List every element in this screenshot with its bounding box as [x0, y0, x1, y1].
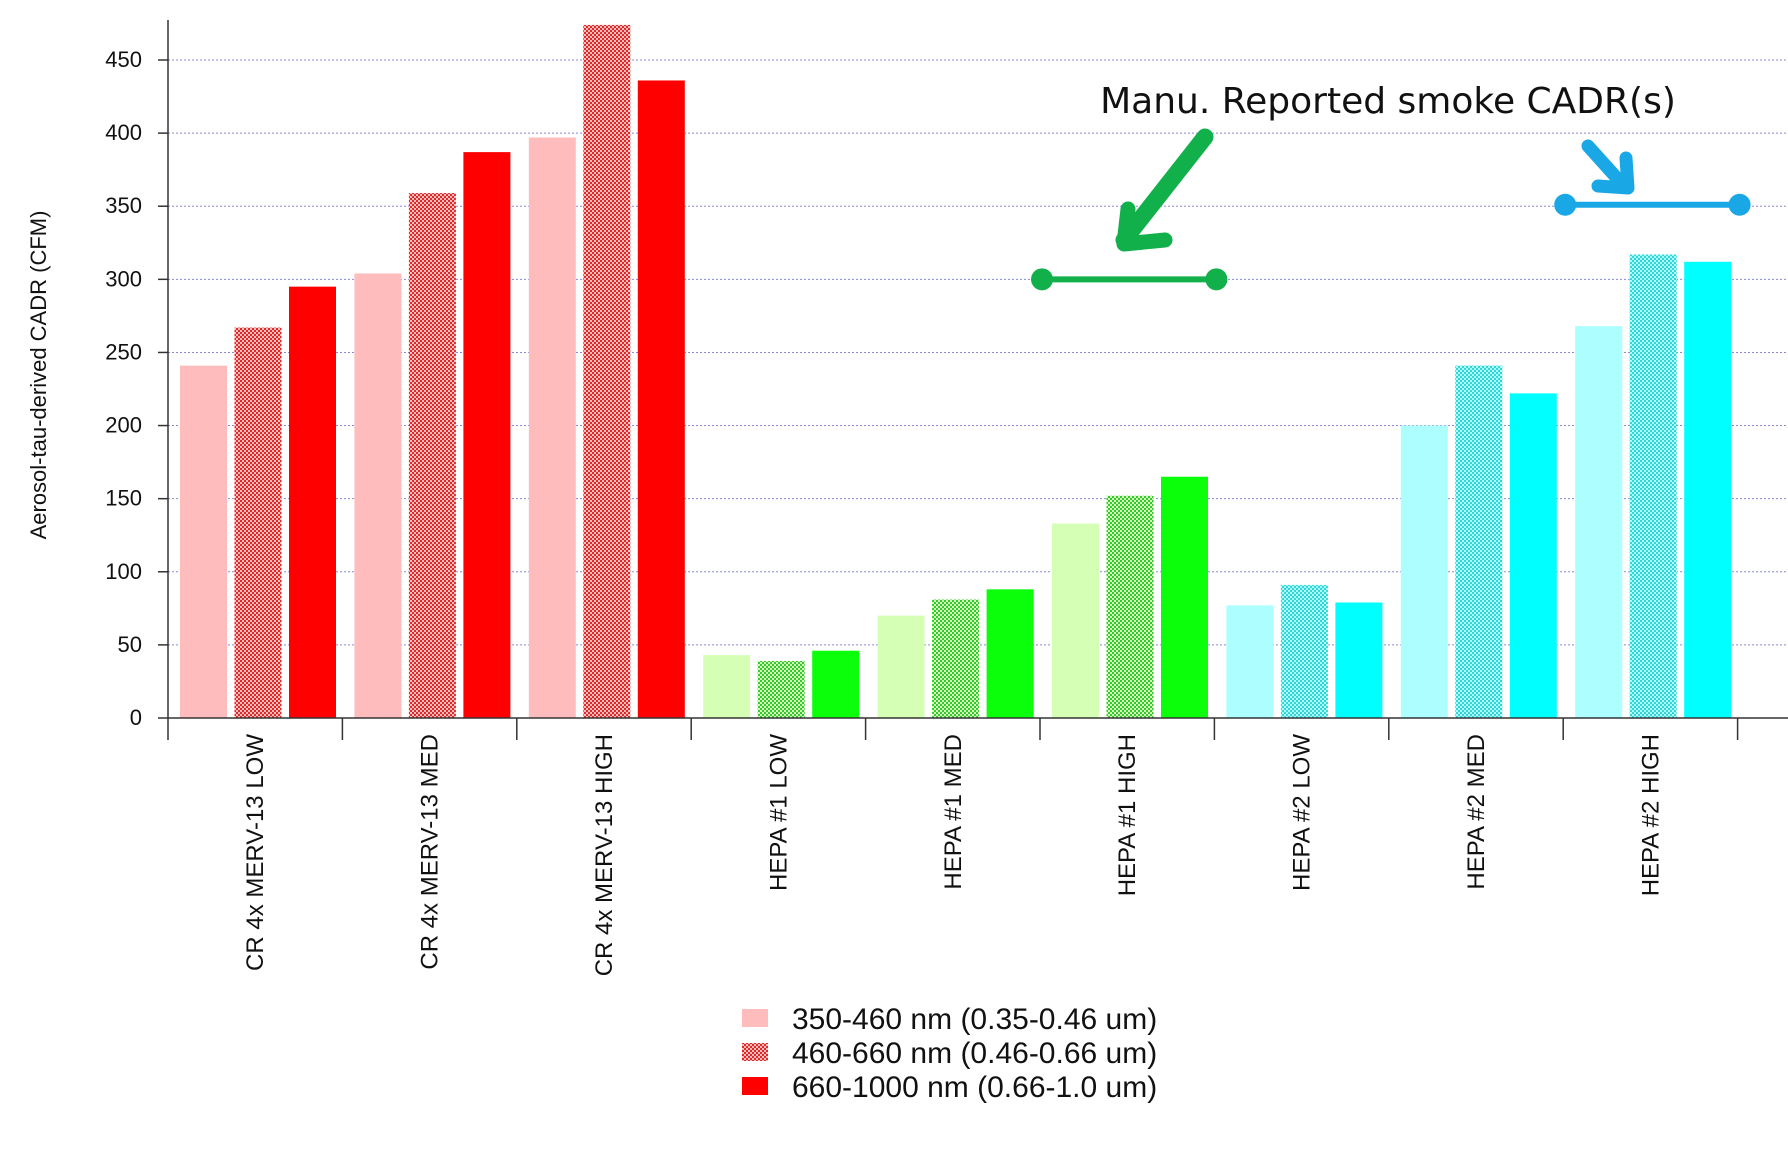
bar-8-2	[1684, 261, 1732, 718]
bar-5-2	[1161, 476, 1208, 718]
bar-0-0	[180, 365, 227, 718]
legend-swatch-0	[742, 1009, 768, 1027]
x-category-label-0: CR 4x MERV-13 LOW	[242, 734, 269, 971]
legend-label-2: 660-1000 nm (0.66-1.0 um)	[792, 1071, 1157, 1104]
x-category-label-2: CR 4x MERV-13 HIGH	[591, 734, 618, 976]
bar-3-2	[812, 650, 860, 718]
bar-0-1	[234, 327, 282, 718]
y-tick-label-300: 300	[105, 266, 142, 291]
bar-7-0	[1400, 425, 1448, 718]
bar-0-2	[289, 286, 336, 718]
x-category-label-6: HEPA #2 LOW	[1289, 734, 1316, 891]
bar-3-0	[703, 655, 751, 718]
legend-item-1: 460-660 nm (0.46-0.66 um)	[742, 1037, 1157, 1070]
bar-4-2	[986, 589, 1034, 718]
bar-5-0	[1052, 523, 1099, 718]
bar-8-1	[1629, 254, 1677, 718]
annotation-label: Manu. Reported smoke CADR(s)	[1100, 81, 1676, 122]
annotation-arrow-blue	[1581, 139, 1635, 195]
legend-item-2: 660-1000 nm (0.66-1.0 um)	[742, 1071, 1157, 1104]
x-category-label-4: HEPA #1 MED	[940, 734, 967, 890]
y-tick-label-250: 250	[105, 339, 142, 364]
y-tick-label-400: 400	[105, 120, 142, 145]
manufacturer-cadr-range-1	[1554, 193, 1751, 216]
x-category-label-5: HEPA #1 HIGH	[1114, 734, 1141, 896]
legend-label-0: 350-460 nm (0.35-0.46 um)	[792, 1003, 1157, 1036]
bar-5-1	[1106, 495, 1154, 718]
bar-3-1	[757, 660, 805, 718]
bar-7-2	[1509, 393, 1557, 718]
y-tick-label-50: 50	[118, 632, 142, 657]
y-tick-label-350: 350	[105, 193, 142, 218]
x-category-label-7: HEPA #2 MED	[1463, 734, 1490, 890]
y-tick-label-150: 150	[105, 486, 142, 511]
bar-1-2	[463, 152, 511, 718]
legend-swatch-1	[742, 1043, 768, 1061]
bar-4-1	[932, 599, 980, 718]
axes	[158, 20, 1788, 740]
bar-2-2	[637, 80, 685, 718]
x-category-label-8: HEPA #2 HIGH	[1637, 734, 1664, 896]
bar-4-0	[877, 615, 925, 718]
legend: 350-460 nm (0.35-0.46 um)460-660 nm (0.4…	[742, 1003, 1157, 1104]
bar-1-0	[354, 273, 402, 718]
x-category-label-3: HEPA #1 LOW	[765, 734, 792, 891]
annotation-arrow-green	[1115, 128, 1214, 252]
bar-1-1	[408, 193, 456, 718]
y-tick-label-200: 200	[105, 413, 142, 438]
bar-8-0	[1575, 326, 1623, 718]
legend-item-0: 350-460 nm (0.35-0.46 um)	[742, 1003, 1157, 1036]
manufacturer-cadr-range-0	[1031, 268, 1228, 291]
annotations: Manu. Reported smoke CADR(s)	[1031, 81, 1751, 291]
x-category-label-1: CR 4x MERV-13 MED	[417, 734, 444, 970]
y-axis-label: Aerosol-tau-derived CADR (CFM)	[26, 211, 51, 540]
legend-label-1: 460-660 nm (0.46-0.66 um)	[792, 1037, 1157, 1070]
legend-swatch-2	[742, 1077, 768, 1095]
bar-7-1	[1455, 365, 1503, 718]
labels: 0 50 100 150 200 250 300 350 400 450 CR 4x MERV-13…	[26, 47, 1664, 976]
bar-6-2	[1335, 602, 1383, 718]
bar-6-0	[1226, 605, 1274, 718]
y-tick-label-450: 450	[105, 47, 142, 72]
bars	[180, 24, 1732, 718]
bar-6-1	[1280, 584, 1328, 718]
bar-2-1	[583, 24, 631, 718]
y-tick-label-0: 0	[130, 705, 142, 730]
y-tick-label-100: 100	[105, 559, 142, 584]
bar-2-0	[528, 137, 576, 718]
